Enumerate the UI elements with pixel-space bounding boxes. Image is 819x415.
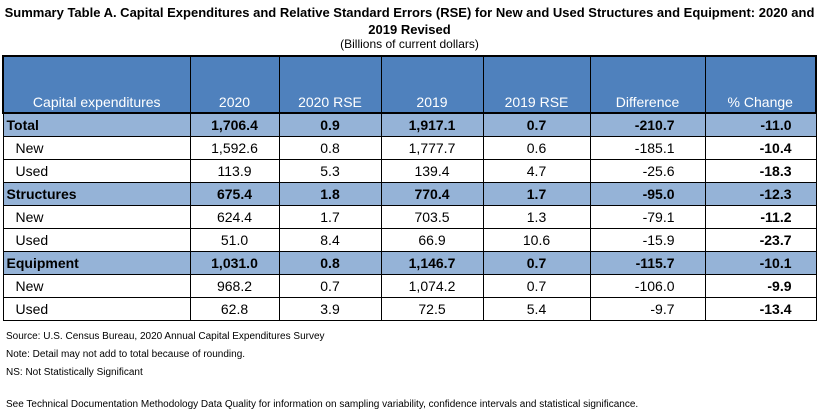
row-label: Used — [2, 228, 191, 252]
cell-pct-change: -12.3 — [704, 182, 817, 206]
cell-2020-rse: 1.8 — [278, 182, 382, 206]
table-row: New 968.2 0.7 1,074.2 0.7 -106.0 -9.9 — [2, 274, 817, 298]
cell-2019-rse: 0.7 — [482, 251, 591, 275]
cell-2020: 51.0 — [189, 228, 280, 252]
table-row: Used 113.9 5.3 139.4 4.7 -25.6 -18.3 — [2, 159, 817, 183]
cell-2020-rse: 3.9 — [278, 297, 382, 321]
cell-pct-change: -10.1 — [704, 251, 817, 275]
rounding-note: Note: Detail may not add to total becaus… — [6, 349, 246, 360]
row-label: New — [2, 136, 191, 160]
cell-2019: 66.9 — [380, 228, 484, 252]
cell-difference: -210.7 — [589, 112, 706, 137]
cell-2020: 62.8 — [189, 297, 280, 321]
cell-2019: 703.5 — [380, 205, 484, 229]
cell-2019: 139.4 — [380, 159, 484, 183]
cell-pct-change: -11.0 — [704, 112, 817, 137]
table-row: New 1,592.6 0.8 1,777.7 0.6 -185.1 -10.4 — [2, 136, 817, 160]
cell-difference: -9.7 — [589, 297, 706, 321]
cell-2019: 1,777.7 — [380, 136, 484, 160]
cell-2020-rse: 5.3 — [278, 159, 382, 183]
cell-pct-change: -23.7 — [704, 228, 817, 252]
cell-2019-rse: 0.6 — [482, 136, 591, 160]
row-label: New — [2, 205, 191, 229]
cell-2019: 1,074.2 — [380, 274, 484, 298]
row-label: Total — [2, 112, 191, 137]
cell-2020: 1,031.0 — [189, 251, 280, 275]
cell-2019-rse: 1.7 — [482, 182, 591, 206]
cell-2019: 770.4 — [380, 182, 484, 206]
cell-2020-rse: 8.4 — [278, 228, 382, 252]
cell-2019-rse: 5.4 — [482, 297, 591, 321]
cell-2019: 1,146.7 — [380, 251, 484, 275]
col-header-2020-rse: 2020 RSE — [278, 55, 382, 114]
cell-2020-rse: 0.7 — [278, 274, 382, 298]
cell-difference: -115.7 — [589, 251, 706, 275]
table-section-row: Total 1,706.4 0.9 1,917.1 0.7 -210.7 -11.0 — [2, 112, 817, 137]
cell-difference: -79.1 — [589, 205, 706, 229]
table-row: Used 51.0 8.4 66.9 10.6 -15.9 -23.7 — [2, 228, 817, 252]
cell-2019-rse: 0.7 — [482, 274, 591, 298]
cell-2020-rse: 0.8 — [278, 251, 382, 275]
cell-2020-rse: 0.9 — [278, 112, 382, 137]
cell-2020-rse: 0.8 — [278, 136, 382, 160]
cell-2020: 968.2 — [189, 274, 280, 298]
row-label: Used — [2, 297, 191, 321]
cell-difference: -25.6 — [589, 159, 706, 183]
source-note: Source: U.S. Census Bureau, 2020 Annual … — [6, 331, 325, 342]
col-header-difference: Difference — [589, 55, 706, 114]
table-section-row: Equipment 1,031.0 0.8 1,146.7 0.7 -115.7 -10.1 — [2, 251, 817, 275]
cell-pct-change: -18.3 — [704, 159, 817, 183]
cell-2020: 1,592.6 — [189, 136, 280, 160]
table-body: Total 1,706.4 0.9 1,917.1 0.7 -210.7 -11.0 New 1… — [2, 112, 817, 321]
table-subtitle: (Billions of current dollars) — [340, 37, 479, 51]
cell-2020: 624.4 — [189, 205, 280, 229]
cell-difference: -106.0 — [589, 274, 706, 298]
table-row: New 624.4 1.7 703.5 1.3 -79.1 -11.2 — [2, 205, 817, 229]
cell-difference: -15.9 — [589, 228, 706, 252]
cell-2019-rse: 0.7 — [482, 112, 591, 137]
col-header-pct-change: % Change — [704, 55, 817, 114]
row-label: Structures — [2, 182, 191, 206]
cell-pct-change: -10.4 — [704, 136, 817, 160]
cell-2019-rse: 1.3 — [482, 205, 591, 229]
row-label: Used — [2, 159, 191, 183]
cell-2020: 1,706.4 — [189, 112, 280, 137]
cell-2019: 1,917.1 — [380, 112, 484, 137]
cell-pct-change: -9.9 — [704, 274, 817, 298]
row-label: Equipment — [2, 251, 191, 275]
header-row: Capital expenditures 2020 2020 RSE 2019 … — [2, 55, 817, 114]
methodology-note: See Technical Documentation Methodology … — [6, 399, 639, 410]
col-header-2019: 2019 — [380, 55, 484, 114]
ns-note: NS: Not Statistically Significant — [6, 367, 143, 378]
cell-2020: 675.4 — [189, 182, 280, 206]
row-label: New — [2, 274, 191, 298]
table-section-row: Structures 675.4 1.8 770.4 1.7 -95.0 -12.3 — [2, 182, 817, 206]
cell-pct-change: -11.2 — [704, 205, 817, 229]
cell-difference: -95.0 — [589, 182, 706, 206]
col-header-capital-expenditures: Capital expenditures — [2, 55, 191, 114]
cell-2019-rse: 10.6 — [482, 228, 591, 252]
cell-2020: 113.9 — [189, 159, 280, 183]
cell-2019: 72.5 — [380, 297, 484, 321]
cell-difference: -185.1 — [589, 136, 706, 160]
table-title: Summary Table A. Capital Expenditures an… — [4, 5, 815, 37]
cell-2020-rse: 1.7 — [278, 205, 382, 229]
col-header-2019-rse: 2019 RSE — [482, 55, 591, 114]
table-row: Used 62.8 3.9 72.5 5.4 -9.7 -13.4 — [2, 297, 817, 321]
capex-table: Capital expenditures 2020 2020 RSE 2019 … — [2, 55, 817, 321]
cell-2019-rse: 4.7 — [482, 159, 591, 183]
col-header-2020: 2020 — [189, 55, 280, 114]
cell-pct-change: -13.4 — [704, 297, 817, 321]
